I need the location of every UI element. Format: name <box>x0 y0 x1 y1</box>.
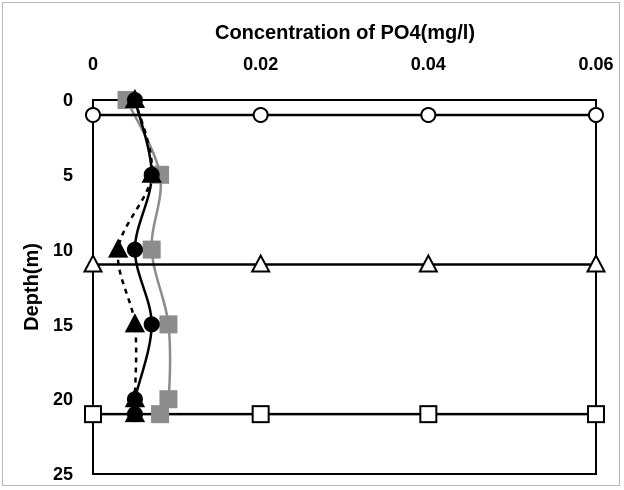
data-point-square <box>152 406 168 422</box>
data-point-square <box>144 242 160 258</box>
data-point-circle-open <box>254 108 268 122</box>
x-tick-label: 0.06 <box>578 54 613 74</box>
x-tick-label: 0 <box>88 54 98 74</box>
data-point-circle-open <box>421 108 435 122</box>
data-point-circle <box>145 317 159 331</box>
x-tick-label: 0.04 <box>411 54 446 74</box>
y-tick-label: 10 <box>53 240 73 260</box>
data-point-square-open <box>588 406 604 422</box>
y-tick-label: 20 <box>53 389 73 409</box>
y-tick-label: 25 <box>53 464 73 484</box>
y-tick-label: 15 <box>53 315 73 335</box>
data-point-circle <box>128 243 142 257</box>
data-point-square <box>160 316 176 332</box>
x-axis-title: Concentration of PO4(mg/l) <box>215 22 475 44</box>
data-point-square <box>160 391 176 407</box>
data-point-square-open <box>253 406 269 422</box>
y-tick-label: 0 <box>63 90 73 110</box>
y-tick-label: 5 <box>63 165 73 185</box>
x-tick-label: 0.02 <box>243 54 278 74</box>
y-axis-title: Depth(m) <box>21 243 43 331</box>
data-point-square-open <box>85 406 101 422</box>
data-point-circle-open <box>589 108 603 122</box>
data-point-square-open <box>420 406 436 422</box>
data-point-circle-open <box>86 108 100 122</box>
